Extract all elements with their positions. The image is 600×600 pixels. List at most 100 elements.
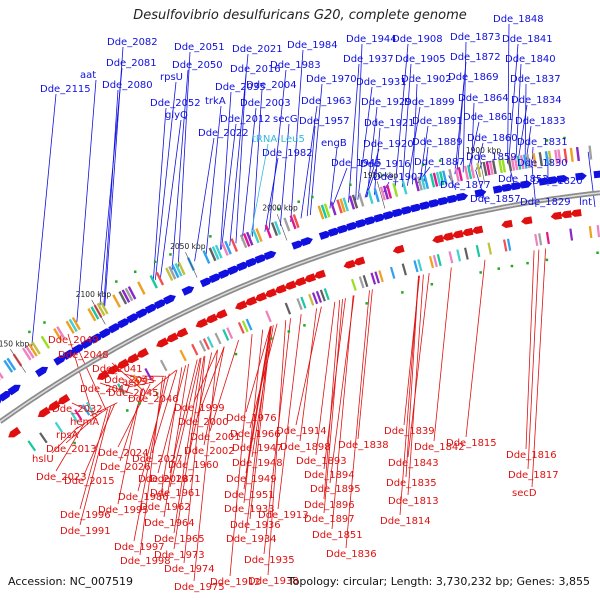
gene-label-dde_1960[interactable]: Dde_1960 — [168, 460, 219, 471]
gene-label-dde_1836[interactable]: Dde_1836 — [326, 549, 377, 560]
gene-label-dde_1921[interactable]: Dde_1921 — [364, 118, 415, 129]
gene-label-dde_1841[interactable]: Dde_1841 — [502, 34, 553, 45]
gene-label-dde_2043[interactable]: Dde_2043 — [104, 375, 155, 386]
gene-label-dde_2081[interactable]: Dde_2081 — [106, 58, 157, 69]
gene-label-dde_1974[interactable]: Dde_1974 — [164, 564, 215, 575]
gene-label-dde_1899[interactable]: Dde_1899 — [404, 97, 455, 108]
gene-label-dde_1834[interactable]: Dde_1834 — [511, 95, 562, 106]
gene-label-dde_1873[interactable]: Dde_1873 — [450, 32, 501, 43]
gene-label-dde_2052[interactable]: Dde_2052 — [150, 98, 201, 109]
gene-label-hslu[interactable]: hslU — [32, 454, 54, 465]
gene-label-dde_1912[interactable]: Dde_1912 — [210, 577, 261, 588]
gene-label-dde_1820[interactable]: Dde_1820 — [532, 176, 583, 187]
gene-label-dde_2003[interactable]: Dde_2003 — [240, 98, 291, 109]
gene-label-dde_2046[interactable]: Dde_2046 — [128, 394, 179, 405]
gene-label-dde_1983[interactable]: Dde_1983 — [270, 60, 321, 71]
gene-label-dde_2082[interactable]: Dde_2082 — [107, 37, 158, 48]
gene-label-dde_1937[interactable]: Dde_1937 — [343, 54, 394, 65]
gene-label-dde_1814[interactable]: Dde_1814 — [380, 516, 431, 527]
gene-label-dde_1995[interactable]: Dde_1995 — [98, 505, 149, 516]
gene-label-dde_1965[interactable]: Dde_1965 — [154, 534, 205, 545]
gene-label-trna-leu5[interactable]: tRNA-Leu5 — [252, 134, 305, 145]
gene-label-dde_1962[interactable]: Dde_1962 — [140, 502, 191, 513]
gene-label-rpsa[interactable]: rpsA — [56, 430, 79, 441]
gene-label-dde_1984[interactable]: Dde_1984 — [287, 40, 338, 51]
gene-label-dde_1966[interactable]: Dde_1966 — [230, 429, 281, 440]
gene-label-dde_1898[interactable]: Dde_1898 — [280, 442, 331, 453]
gene-label-dde_1872[interactable]: Dde_1872 — [450, 52, 501, 63]
gene-label-dde_2050[interactable]: Dde_2050 — [172, 60, 223, 71]
gene-label-acps[interactable]: acpS — [122, 377, 146, 388]
gene-label-dde_1957[interactable]: Dde_1957 — [299, 116, 350, 127]
gene-label-dde_1902[interactable]: Dde_1902 — [401, 74, 452, 85]
gene-label-dde_2012[interactable]: Dde_2012 — [220, 114, 271, 125]
gene-label-dde_1938[interactable]: Dde_1938 — [248, 576, 299, 587]
gene-label-dde_1857[interactable]: Dde_1857 — [470, 194, 521, 205]
gene-label-dde_1843[interactable]: Dde_1843 — [388, 458, 439, 469]
gene-label-aat[interactable]: aat — [80, 70, 96, 81]
gene-label-dde_1935[interactable]: Dde_1935 — [244, 555, 295, 566]
gene-label-secg[interactable]: secG — [273, 114, 298, 125]
gene-label-dde_1929[interactable]: Dde_1929 — [361, 97, 412, 108]
gene-label-dde_1840[interactable]: Dde_1840 — [505, 54, 556, 65]
gene-label-dde_1951[interactable]: Dde_1951 — [224, 490, 275, 501]
gene-label-dde_1998[interactable]: Dde_1998 — [120, 556, 171, 567]
gene-label-hema[interactable]: hemA — [70, 417, 99, 428]
gene-label-dde_1891[interactable]: Dde_1891 — [412, 116, 463, 127]
gene-label-dde_1975[interactable]: Dde_1975 — [174, 582, 225, 593]
gene-label-dde_1831[interactable]: Dde_1831 — [517, 137, 568, 148]
gene-label-trka[interactable]: trkA — [205, 96, 226, 107]
gene-label-dde_1896[interactable]: Dde_1896 — [304, 500, 355, 511]
gene-label-dde_1859[interactable]: Dde_1859 — [466, 152, 517, 163]
gene-label-dde_2004[interactable]: Dde_2004 — [246, 80, 297, 91]
gene-label-dde_1897[interactable]: Dde_1897 — [304, 514, 355, 525]
gene-label-dde_1816[interactable]: Dde_1816 — [506, 450, 557, 461]
gene-label-dde_1889[interactable]: Dde_1889 — [412, 137, 463, 148]
gene-label-dde_2002[interactable]: Dde_2002 — [184, 446, 235, 457]
gene-label-dde_1877[interactable]: Dde_1877 — [440, 180, 491, 191]
gene-label-dde_1852[interactable]: Dde_1852 — [498, 174, 549, 185]
gene-label-dde_2001[interactable]: Dde_2001 — [190, 432, 241, 443]
gene-label-glyq[interactable]: glyQ — [165, 110, 188, 121]
gene-label-dde_1893[interactable]: Dde_1893 — [296, 456, 347, 467]
gene-label-dde_2047[interactable]: Dde_2047 — [80, 384, 131, 395]
gene-label-dde_2022[interactable]: Dde_2022 — [198, 128, 249, 139]
gene-label-dde_1936[interactable]: Dde_1936 — [230, 520, 281, 531]
gene-label-dde_1869[interactable]: Dde_1869 — [448, 72, 499, 83]
gene-label-dde_1963[interactable]: Dde_1963 — [301, 96, 352, 107]
gene-label-dde_1991[interactable]: Dde_1991 — [60, 526, 111, 537]
gene-label-dde_2016[interactable]: Dde_2016 — [230, 64, 281, 75]
gene-label-secd[interactable]: secD — [512, 488, 537, 499]
gene-label-dde_1920[interactable]: Dde_1920 — [363, 139, 414, 150]
gene-label-dde_1815[interactable]: Dde_1815 — [446, 438, 497, 449]
gene-label-dde_1971[interactable]: Dde_1971 — [150, 474, 201, 485]
gene-label-dde_2023[interactable]: Dde_2023 — [36, 472, 87, 483]
gene-label-dde_2032[interactable]: Dde_2032 — [52, 404, 103, 415]
gene-label-dde_1976[interactable]: Dde_1976 — [226, 413, 277, 424]
gene-label-dde_2015[interactable]: Dde_2015 — [64, 476, 115, 487]
gene-label-dde_1948[interactable]: Dde_1948 — [232, 458, 283, 469]
gene-label-dde_2041[interactable]: Dde_2041 — [92, 364, 143, 375]
gene-label-dde_1944[interactable]: Dde_1944 — [346, 34, 397, 45]
gene-label-dde_1860[interactable]: Dde_1860 — [467, 133, 518, 144]
gene-label-dde_1970[interactable]: Dde_1970 — [306, 74, 357, 85]
gene-label-dde_1986[interactable]: Dde_1986 — [118, 492, 169, 503]
gene-label-dde_1848[interactable]: Dde_1848 — [493, 14, 544, 25]
gene-label-dde_1833[interactable]: Dde_1833 — [515, 116, 566, 127]
gene-label-dde_1887[interactable]: Dde_1887 — [414, 157, 465, 168]
gene-label-dde_2026[interactable]: Dde_2026 — [100, 462, 151, 473]
gene-label-dde_1842[interactable]: Dde_1842 — [414, 442, 465, 453]
gene-label-dde_1817[interactable]: Dde_1817 — [508, 470, 559, 481]
gene-label-dde_1907[interactable]: Dde_1907 — [373, 172, 424, 183]
gene-label-dde_1894[interactable]: Dde_1894 — [304, 470, 355, 481]
gene-label-dde_2048[interactable]: Dde_2048 — [58, 350, 109, 361]
gene-label-dde_1905[interactable]: Dde_1905 — [395, 54, 446, 65]
gene-label-dde_1813[interactable]: Dde_1813 — [388, 496, 439, 507]
gene-label-dde_2000[interactable]: Dde_2000 — [178, 417, 229, 428]
gene-label-engb[interactable]: engB — [321, 138, 347, 149]
gene-label-dde_1916[interactable]: Dde_1916 — [360, 159, 411, 170]
gene-label-dde_1851[interactable]: Dde_1851 — [312, 530, 363, 541]
gene-label-dde_1837[interactable]: Dde_1837 — [510, 74, 561, 85]
gene-label-dde_1961[interactable]: Dde_1961 — [150, 488, 201, 499]
gene-label-lnt[interactable]: lnt — [579, 197, 592, 208]
